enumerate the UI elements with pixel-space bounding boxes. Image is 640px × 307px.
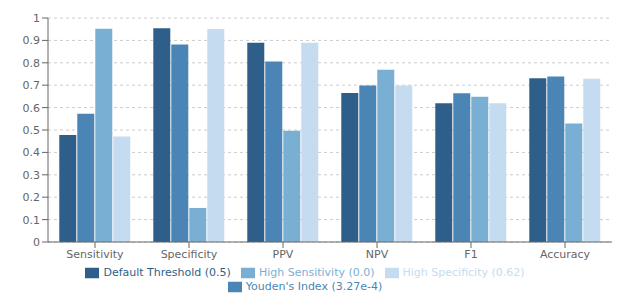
html-text:High Specificity (0.62): High Specificity (0.62)	[402, 266, 525, 279]
html-text:High Sensitivity (0.0): High Sensitivity (0.0)	[258, 266, 375, 279]
svg-text:0.7: 0.7	[23, 79, 41, 92]
svg-text:0.2: 0.2	[23, 191, 41, 204]
html-text:Default Threshold (0.5): Default Threshold (0.5)	[103, 266, 231, 279]
svg-text:0.8: 0.8	[23, 57, 41, 70]
svg-text:Specificity: Specificity	[161, 248, 218, 261]
svg-text:NPV: NPV	[366, 248, 389, 261]
svg-text:0: 0	[33, 236, 40, 249]
svg-text:1: 1	[33, 12, 40, 25]
svg-text:Sensitivity: Sensitivity	[66, 248, 124, 261]
html-text:Youden's Index (3.27e-4): Youden's Index (3.27e-4)	[245, 280, 383, 293]
svg-text:F1: F1	[464, 248, 477, 261]
svg-text:0.9: 0.9	[23, 34, 41, 47]
svg-text:0.1: 0.1	[23, 214, 41, 227]
svg-text:Accuracy: Accuracy	[540, 248, 591, 261]
svg-text:0.6: 0.6	[23, 102, 41, 115]
svg-text:0.3: 0.3	[23, 169, 41, 182]
svg-text:0.4: 0.4	[23, 146, 41, 159]
svg-text:0.5: 0.5	[23, 124, 41, 137]
svg-text:PPV: PPV	[273, 248, 294, 261]
